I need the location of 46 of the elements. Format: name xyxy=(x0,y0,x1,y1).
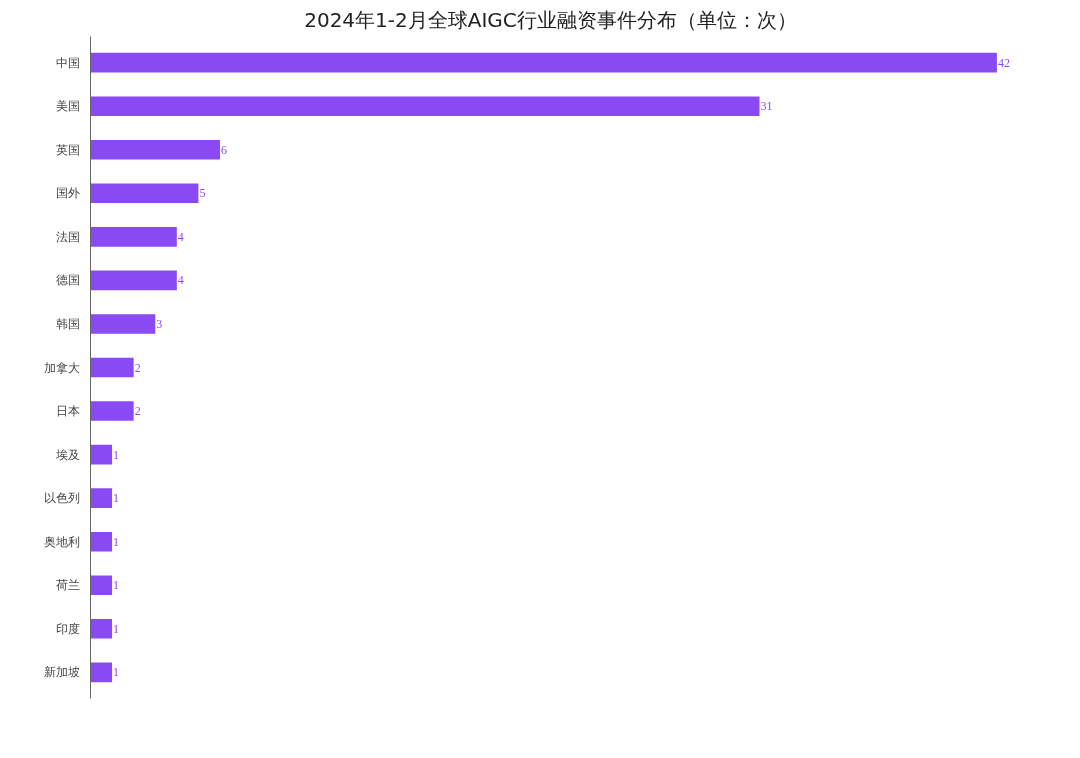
y-tick-label: 中国 xyxy=(55,55,80,70)
bar xyxy=(90,575,113,596)
y-tick-label: 新加坡 xyxy=(43,665,80,680)
bar xyxy=(90,357,134,378)
y-tick-label: 日本 xyxy=(55,404,80,419)
data-label: 31 xyxy=(760,99,773,114)
y-tick-label: 国外 xyxy=(55,186,80,201)
data-label: 1 xyxy=(113,534,120,549)
bar xyxy=(90,52,997,73)
data-label: 3 xyxy=(156,316,163,331)
y-tick-label: 美国 xyxy=(55,99,80,114)
bar xyxy=(90,96,760,116)
y-tick-label: 荷兰 xyxy=(55,578,80,593)
y-tick-label: 德国 xyxy=(55,273,80,288)
bar xyxy=(90,183,199,204)
chart-title: 2024年1-2月全球AIGC行业融资事件分布（单位：次） xyxy=(304,7,797,32)
y-tick-label: 埃及 xyxy=(54,447,80,462)
data-label: 4 xyxy=(177,229,184,244)
data-label: 1 xyxy=(113,665,120,680)
bar xyxy=(90,662,113,683)
bar xyxy=(90,531,113,552)
bar xyxy=(90,139,220,160)
y-tick-label: 法国 xyxy=(55,229,80,244)
data-label: 1 xyxy=(113,578,120,593)
data-label: 42 xyxy=(997,55,1010,70)
y-tick-label: 奥地利 xyxy=(43,534,80,549)
bar xyxy=(90,227,177,247)
y-tick-label: 英国 xyxy=(55,142,80,157)
data-label: 1 xyxy=(113,491,120,506)
data-label: 4 xyxy=(177,273,184,288)
y-tick-label: 韩国 xyxy=(55,316,80,331)
y-tick-label: 印度 xyxy=(55,621,80,636)
y-tick-label: 以色列 xyxy=(43,491,80,506)
bar xyxy=(90,488,113,508)
bar xyxy=(90,401,134,421)
data-label: 5 xyxy=(199,186,206,201)
bar xyxy=(90,619,113,639)
y-tick-label: 加拿大 xyxy=(43,360,80,375)
data-label: 2 xyxy=(134,404,141,419)
bar xyxy=(90,314,156,334)
data-label: 2 xyxy=(134,360,141,375)
bar xyxy=(90,270,177,291)
data-label: 1 xyxy=(113,621,120,636)
data-label: 1 xyxy=(113,447,120,462)
data-label: 6 xyxy=(220,142,227,157)
bar xyxy=(90,444,113,465)
